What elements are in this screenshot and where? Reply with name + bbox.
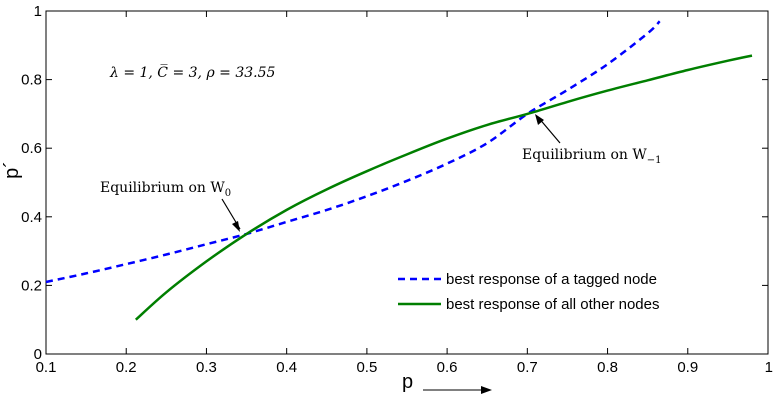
x-tick-label: 0.9 <box>677 359 698 376</box>
y-tick-label: 0.4 <box>21 209 42 226</box>
x-axis-arrow <box>423 386 492 394</box>
annotation-equilibrium-w0: Equilibrium on W0 <box>100 180 241 232</box>
x-tick-label: 0.3 <box>196 359 217 376</box>
series-line-tagged-node <box>45 20 661 284</box>
annotation-w-1-text: Equilibrium on W−1 <box>522 147 662 166</box>
legend-label-tagged: best response of a tagged node <box>446 271 657 288</box>
x-tick-label: 0.4 <box>276 359 297 376</box>
y-tick-label: 0.2 <box>21 277 42 294</box>
annotation-w0-text: Equilibrium on W0 <box>100 180 231 199</box>
annotation-w0-arrowhead <box>232 221 240 232</box>
y-ticks: 0 0.2 0.4 0.6 0.8 1 <box>21 3 768 363</box>
y-tick-label: 0.8 <box>21 72 42 89</box>
y-tick-label: 1 <box>34 3 42 20</box>
x-axis-label: p <box>402 371 413 393</box>
x-tick-label: 0.7 <box>517 359 538 376</box>
x-tick-label: 0.2 <box>116 359 137 376</box>
x-tick-label: 0.1 <box>36 359 57 376</box>
annotation-equilibrium-w-1: Equilibrium on W−1 <box>522 114 662 166</box>
series-layer <box>45 20 753 321</box>
x-ticks: 0.1 0.2 0.3 0.4 0.5 0.6 0.7 0.8 0.9 1 <box>36 11 773 376</box>
x-tick-label: 0.5 <box>356 359 377 376</box>
x-tick-label: 0.8 <box>597 359 618 376</box>
legend-label-others: best response of all other nodes <box>446 296 659 313</box>
annotation-w-1-subscript: −1 <box>647 155 662 166</box>
x-tick-label: 0.6 <box>437 359 458 376</box>
y-axis-label: p´ <box>1 161 23 179</box>
series-line-all-other-nodes <box>134 54 753 321</box>
plot-area <box>45 10 769 355</box>
y-tick-label: 0.6 <box>21 140 42 157</box>
parameters-label: λ = 1, C̅ = 3, ρ = 33.55 <box>109 62 275 81</box>
y-tick-label: 0 <box>34 346 42 363</box>
annotation-w-1-arrowhead <box>535 114 544 125</box>
annotation-w0-subscript: 0 <box>225 188 231 199</box>
legend: best response of a tagged node best resp… <box>398 271 659 313</box>
x-tick-label: 1 <box>765 359 773 376</box>
